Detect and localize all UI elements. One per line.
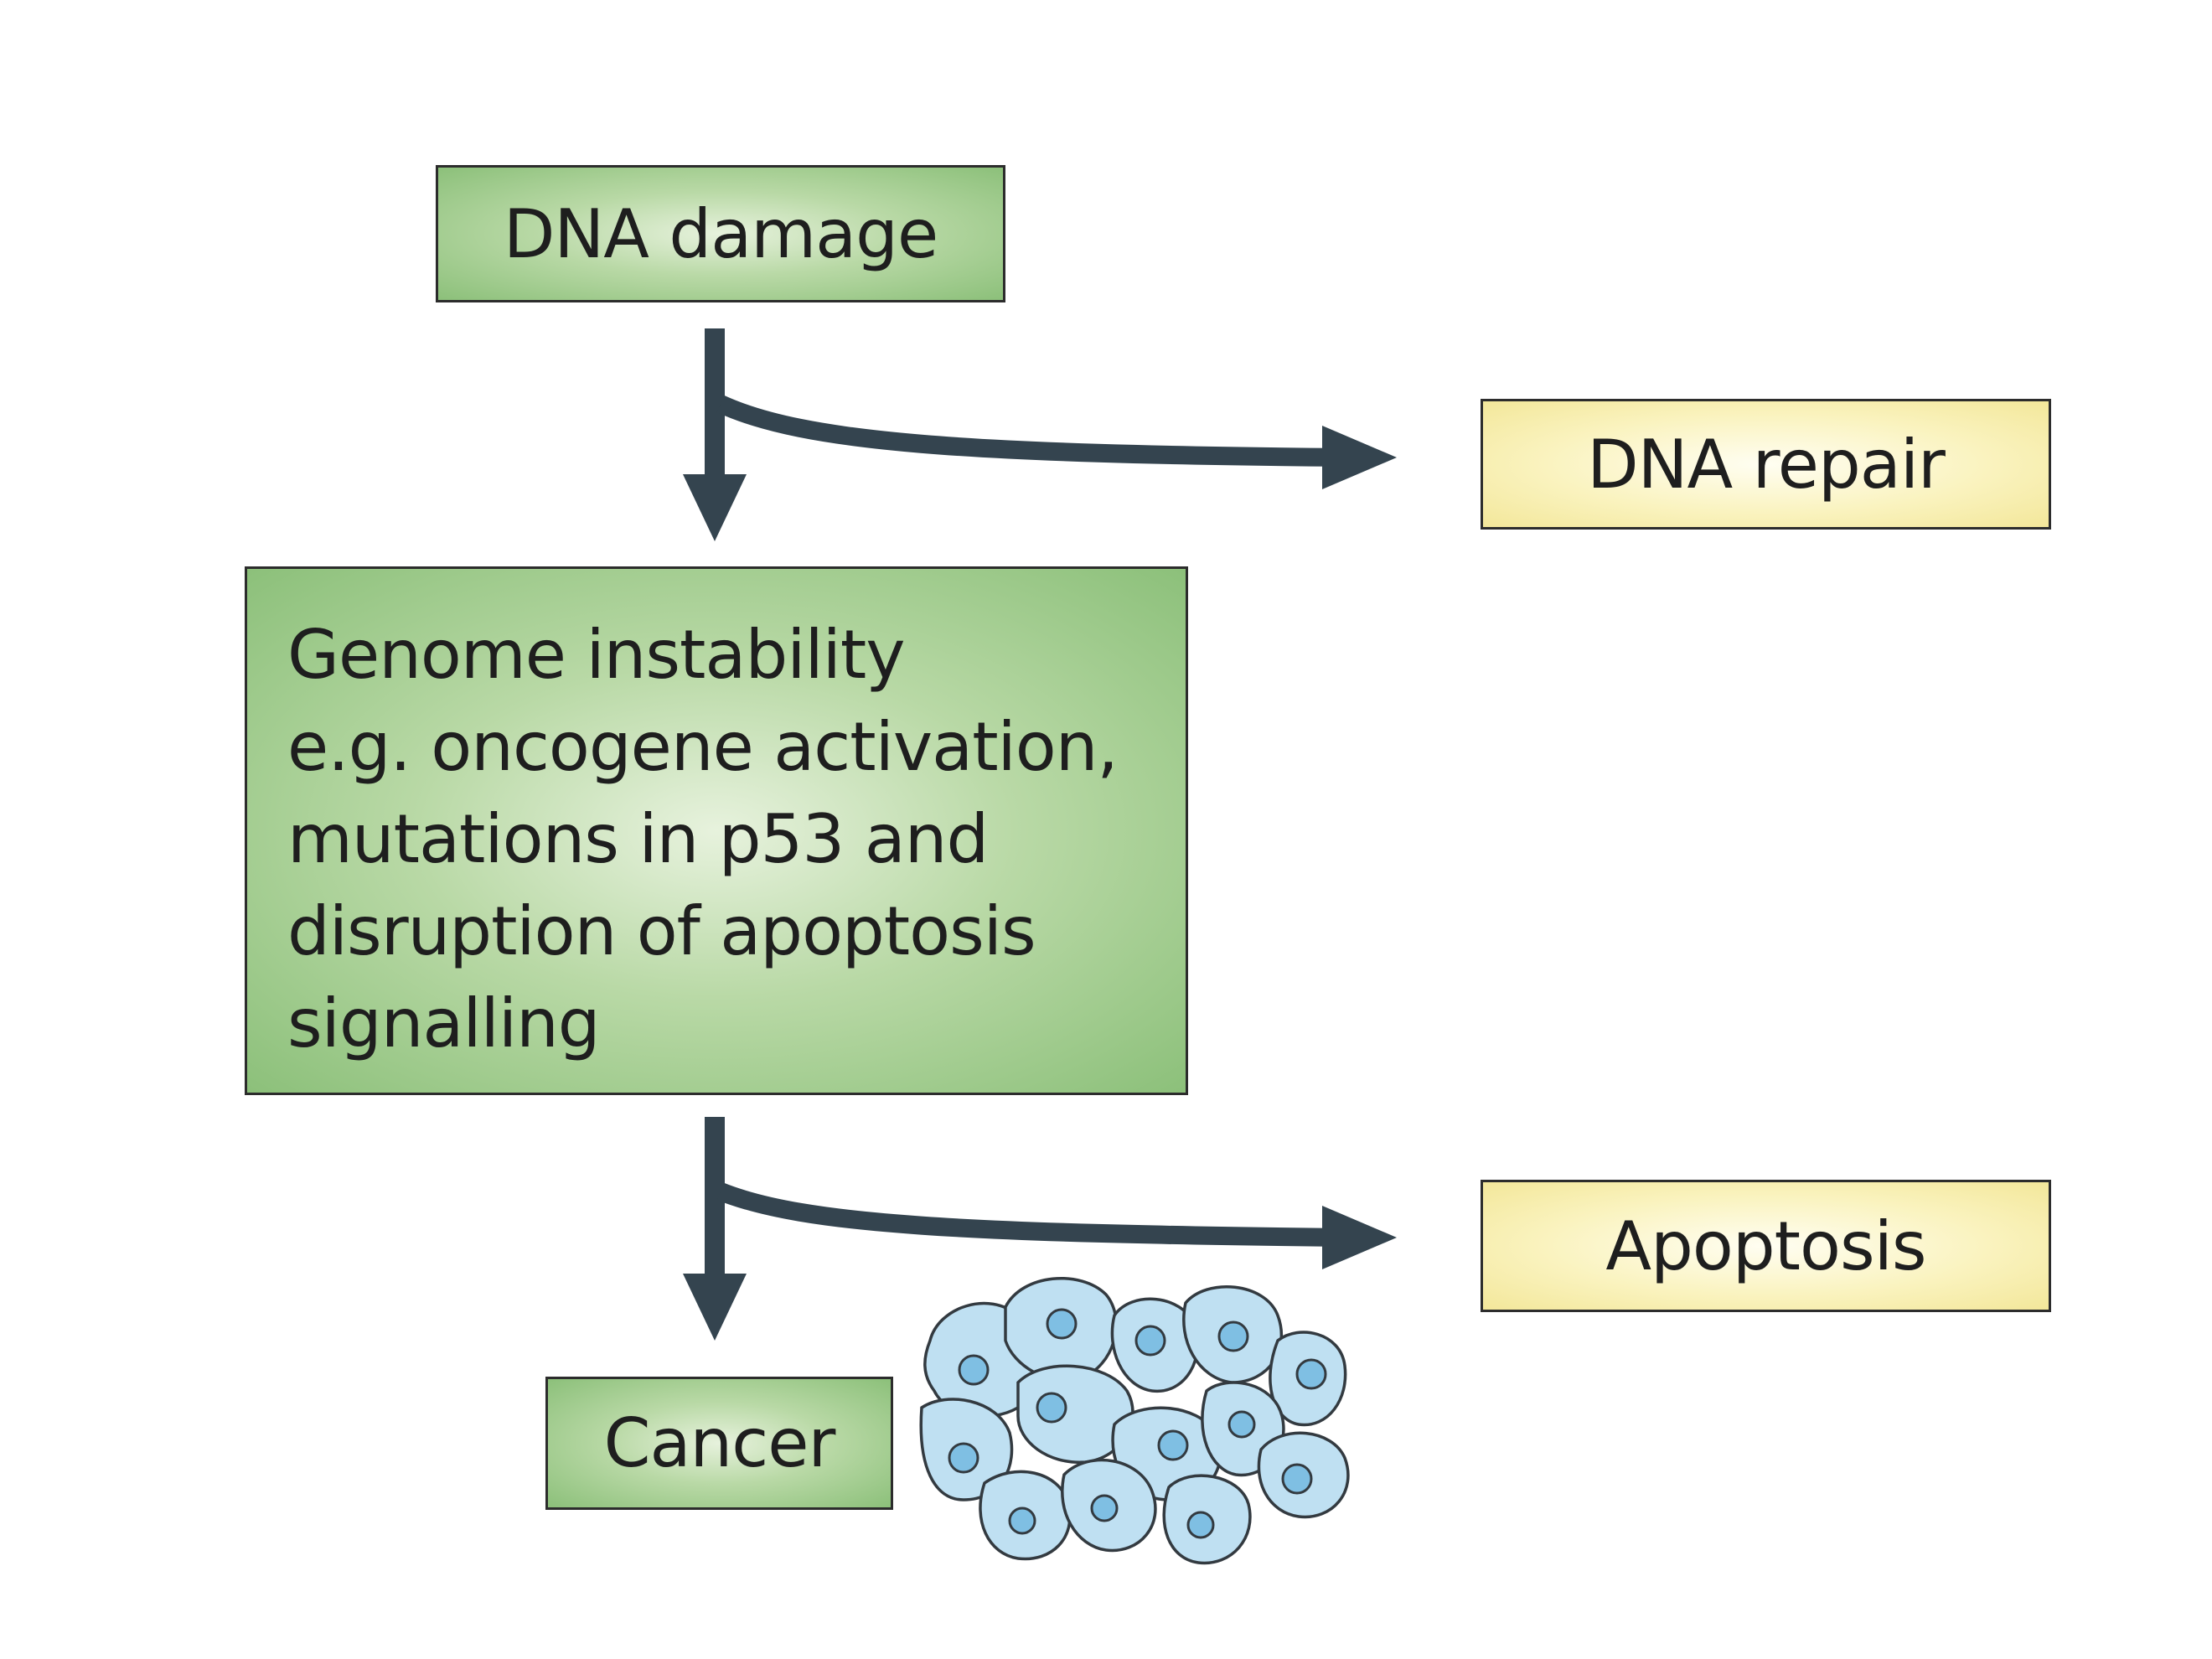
cell-nucleus [1217,1320,1249,1352]
node-dna-repair-label: DNA repair [1587,425,1946,504]
cell-nucleus [1090,1494,1119,1522]
cell-nucleus [1157,1429,1189,1461]
cell-nucleus [1008,1507,1036,1535]
arrow-genome-to-cancer [683,1117,747,1341]
node-apoptosis-label: Apoptosis [1605,1207,1926,1285]
cell-nucleus [1281,1463,1313,1495]
cell-nucleus [1036,1392,1067,1424]
arrow-genome-to-apoptosis [716,1182,1397,1269]
cell-nucleus [1295,1358,1327,1390]
node-dna-damage-label: DNA damage [503,194,938,273]
node-cancer-label: Cancer [603,1404,836,1482]
genome-instability-title: Genome instability [287,616,906,694]
node-genome-instability: Genome instability e.g. oncogene activat… [245,566,1188,1095]
cell-nucleus [1134,1325,1166,1357]
cell-nucleus [948,1442,979,1474]
node-cancer: Cancer [545,1377,893,1510]
cell-nucleus [1227,1410,1256,1439]
genome-instability-line-2: e.g. oncogene activation, [287,708,1119,786]
genome-instability-line-3: mutations in p53 and [287,800,989,878]
node-dna-damage: DNA damage [436,165,1005,302]
cell-nucleus [1046,1308,1078,1340]
genome-instability-line-5: signalling [287,985,601,1062]
genome-instability-line-4: disruption of apoptosis [287,892,1036,970]
cell-nucleus [958,1354,990,1386]
cell-nucleus [1186,1511,1215,1539]
arrow-damage-to-repair [716,395,1397,489]
node-apoptosis: Apoptosis [1481,1180,2051,1312]
node-dna-repair: DNA repair [1481,399,2051,530]
